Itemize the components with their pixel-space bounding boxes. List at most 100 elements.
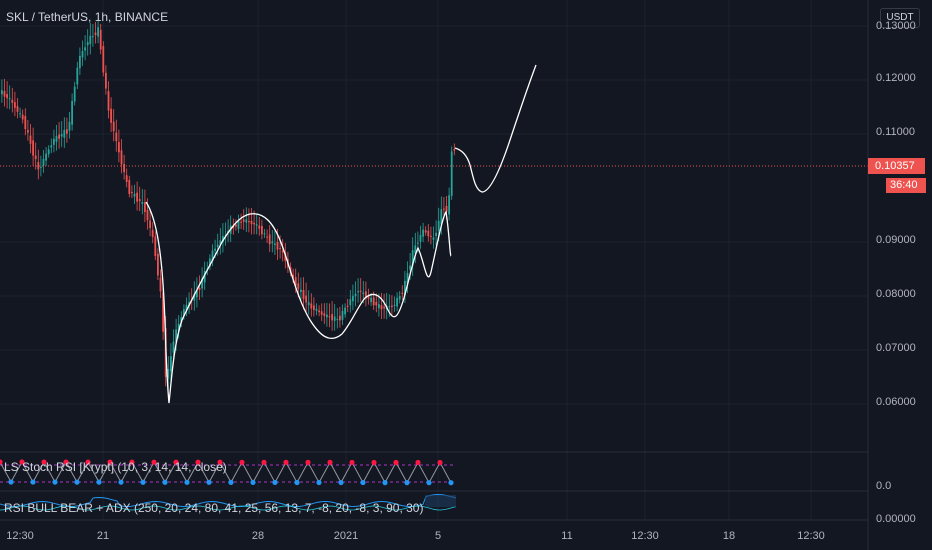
candle-body — [315, 308, 318, 311]
stoch-dot — [63, 459, 69, 465]
candle-body — [240, 221, 242, 223]
candle-body — [367, 296, 370, 299]
price-label: 0.11000 — [876, 126, 915, 138]
stoch-dot — [173, 459, 179, 465]
candle-body — [380, 305, 383, 310]
candle-body — [370, 297, 372, 303]
candle-body — [235, 224, 237, 227]
rsi-bull-bear-legend[interactable]: RSI BULL BEAR + ADX (250, 20, 24, 80, 41… — [4, 501, 424, 515]
candle-body — [313, 305, 315, 310]
candle-body — [411, 250, 414, 266]
stoch-dot — [206, 479, 212, 485]
candle-body — [214, 248, 216, 251]
candle-body — [437, 220, 440, 231]
candle-body — [383, 306, 385, 309]
stoch-dot — [338, 479, 344, 486]
stoch-dot — [261, 459, 267, 465]
stoch-dot — [107, 459, 113, 465]
candle-body — [68, 121, 71, 131]
candle-body — [440, 209, 443, 225]
candle-body — [388, 306, 391, 308]
candle-body — [120, 150, 123, 165]
stoch-dot — [393, 459, 399, 466]
candle-body — [302, 290, 305, 300]
candle-body — [266, 236, 268, 238]
candle-body — [138, 199, 141, 202]
candle-body — [414, 245, 417, 254]
candle-body — [432, 237, 435, 240]
candle-body — [8, 98, 11, 100]
candle-body — [81, 51, 84, 58]
stoch-dot — [415, 459, 421, 466]
stoch-rsi-legend[interactable]: LS Stoch RSI [Krypt] (10, 3, 14, 14, clo… — [4, 460, 227, 474]
projection-line[interactable] — [454, 64, 537, 193]
candle-countdown-tag: 36:40 — [886, 178, 926, 193]
currency-button[interactable]: USDT — [880, 8, 920, 28]
candle-body — [141, 202, 144, 204]
candle-body — [419, 234, 422, 242]
candle-body — [391, 305, 393, 307]
stoch-dot — [294, 479, 300, 486]
candle-body — [255, 224, 258, 226]
candle-body — [47, 149, 50, 155]
candle-body — [344, 307, 346, 315]
stoch-dot — [52, 479, 58, 485]
candle-body — [448, 195, 450, 215]
candle-body — [125, 175, 128, 182]
candle-body — [136, 192, 138, 202]
stoch-dot — [272, 479, 278, 486]
candle-body — [40, 166, 42, 168]
time-label: 11 — [561, 530, 573, 542]
hand-drawn-pattern-line[interactable] — [145, 201, 452, 404]
candle-body — [19, 113, 21, 115]
candle-body — [71, 101, 73, 125]
stoch-dot — [184, 479, 190, 485]
candle-body — [393, 304, 396, 306]
candle-body — [154, 236, 157, 257]
candle-body — [102, 46, 105, 73]
candle-body — [211, 250, 214, 262]
candle-body — [159, 277, 162, 292]
candle-body — [401, 292, 404, 295]
candle-body — [305, 295, 307, 303]
candle-body — [268, 234, 271, 245]
candle-body — [237, 220, 240, 229]
candle-body — [346, 305, 349, 307]
candle-body — [328, 316, 331, 318]
stoch-dot — [0, 459, 3, 465]
candle-body — [6, 94, 8, 99]
stoch-dot — [228, 479, 234, 485]
candle-body — [151, 229, 154, 238]
candle-body — [271, 241, 274, 244]
candle-body — [276, 241, 279, 250]
candle-body — [37, 162, 40, 170]
candle-body — [11, 99, 14, 103]
candle-body — [398, 296, 401, 300]
candle-body — [253, 222, 255, 225]
candle-body — [333, 316, 336, 321]
stoch-dot — [316, 479, 322, 486]
candle-body — [300, 289, 302, 292]
rsi-line — [0, 494, 457, 508]
candle-body — [193, 293, 196, 301]
candle-body — [172, 341, 175, 353]
stoch-dot — [437, 459, 443, 466]
stoch-dot — [195, 459, 201, 465]
candle-body — [320, 311, 323, 315]
candle-body — [248, 221, 250, 223]
candle-body — [326, 314, 328, 318]
candle-body — [157, 253, 159, 276]
time-label: 5 — [434, 530, 442, 542]
stoch-dot — [162, 479, 168, 485]
candle-body — [279, 247, 281, 249]
price-label: 0.12000 — [876, 72, 916, 84]
candle-body — [45, 153, 47, 161]
candle-body — [307, 302, 310, 306]
candle-body — [66, 129, 68, 134]
candle-body — [177, 323, 180, 332]
stoch-dot — [382, 480, 388, 486]
candle-body — [97, 27, 99, 37]
symbol-title[interactable]: SKL / TetherUS, 1h, BINANCE — [6, 10, 169, 24]
candle-body — [201, 278, 203, 289]
